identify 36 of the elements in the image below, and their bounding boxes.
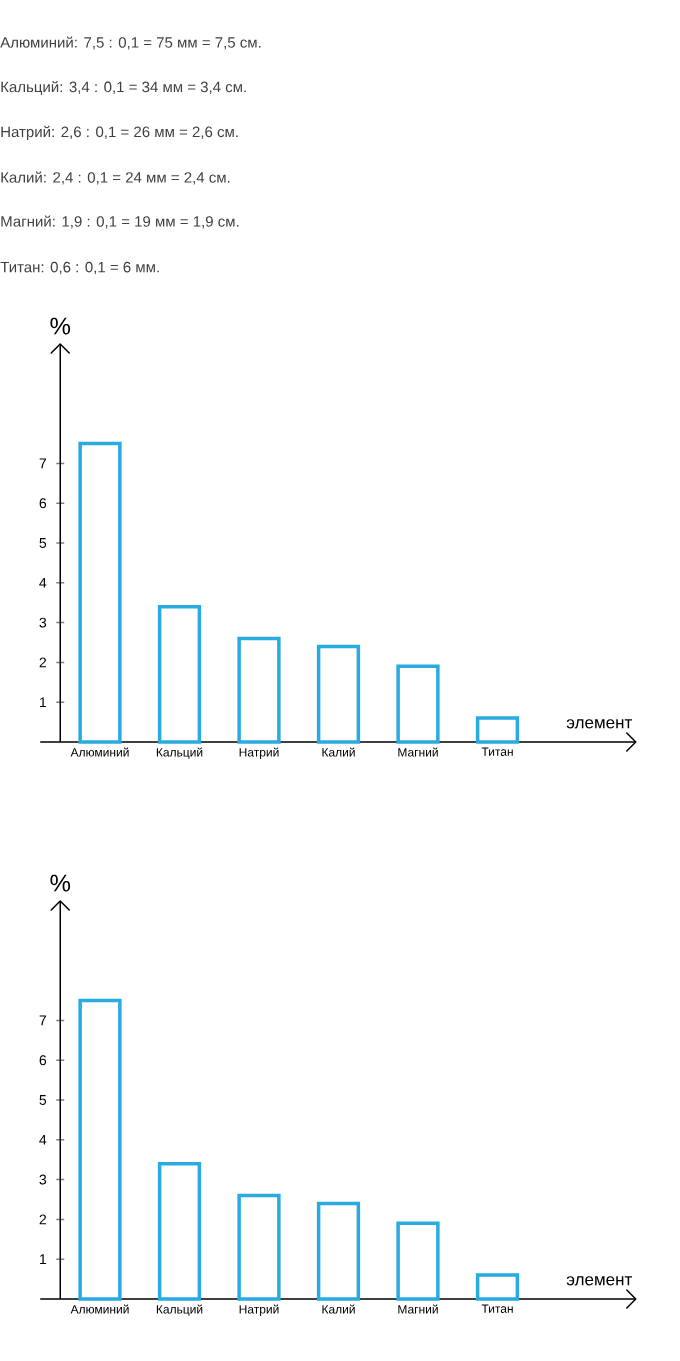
y-axis-title: % (50, 317, 71, 335)
y-tick-label: 3 (39, 617, 47, 628)
x-tick-label: Калий (322, 747, 355, 757)
y-tick-label: 5 (39, 538, 47, 548)
x-tick-label: Калий (322, 1304, 355, 1314)
y-tick-label: 7 (39, 1015, 47, 1026)
y-tick-label: 2 (39, 1214, 47, 1225)
text: Титан: 0,6 : 0,1 = 6 мм. (0, 261, 159, 275)
y-tick-label: 2 (39, 657, 47, 668)
x-tick-label: Кальций (156, 747, 203, 759)
text: Натрий: 2,6 : 0,1 = 26 мм = 2,6 см. (1, 125, 238, 141)
x-tick-label: Натрий (239, 1304, 279, 1316)
text: Кальций: 3,4 : 0,1 = 34 мм = 3,4 см. (1, 80, 246, 96)
x-tick-label: Магний (398, 747, 438, 757)
x-tick-label: Титан (481, 1304, 513, 1313)
x-tick-label: Магний (398, 1304, 438, 1314)
x-tick-label: Титан (481, 747, 513, 756)
text: Магний: 1,9 : 0,1 = 19 мм = 1,9 см. (1, 215, 239, 229)
y-tick-label: 1 (40, 1254, 47, 1264)
y-tick-label: 4 (39, 1134, 47, 1145)
x-tick-label: Кальций (156, 1304, 203, 1316)
x-tick-label: Натрий (239, 747, 279, 759)
y-tick-label: 1 (40, 697, 47, 708)
text: Калий: 2,4 : 0,1 = 24 мм = 2,4 см. (1, 171, 230, 185)
y-tick-label: 6 (39, 498, 47, 509)
y-tick-label: 3 (39, 1174, 47, 1185)
x-axis-title: элемент (566, 1276, 632, 1286)
y-tick-label: 5 (39, 1095, 47, 1105)
y-tick-label: 7 (39, 458, 47, 469)
y-tick-label: 4 (39, 577, 47, 588)
x-tick-label: Алюминий (70, 1304, 129, 1314)
x-tick-label: Алюминий (70, 747, 129, 757)
y-tick-label: 6 (39, 1055, 47, 1066)
text: Алюминий: 7,5 : 0,1 = 75 мм = 7,5 см. (0, 36, 261, 50)
x-axis-title: элемент (566, 719, 632, 729)
y-axis-title: % (50, 874, 71, 892)
